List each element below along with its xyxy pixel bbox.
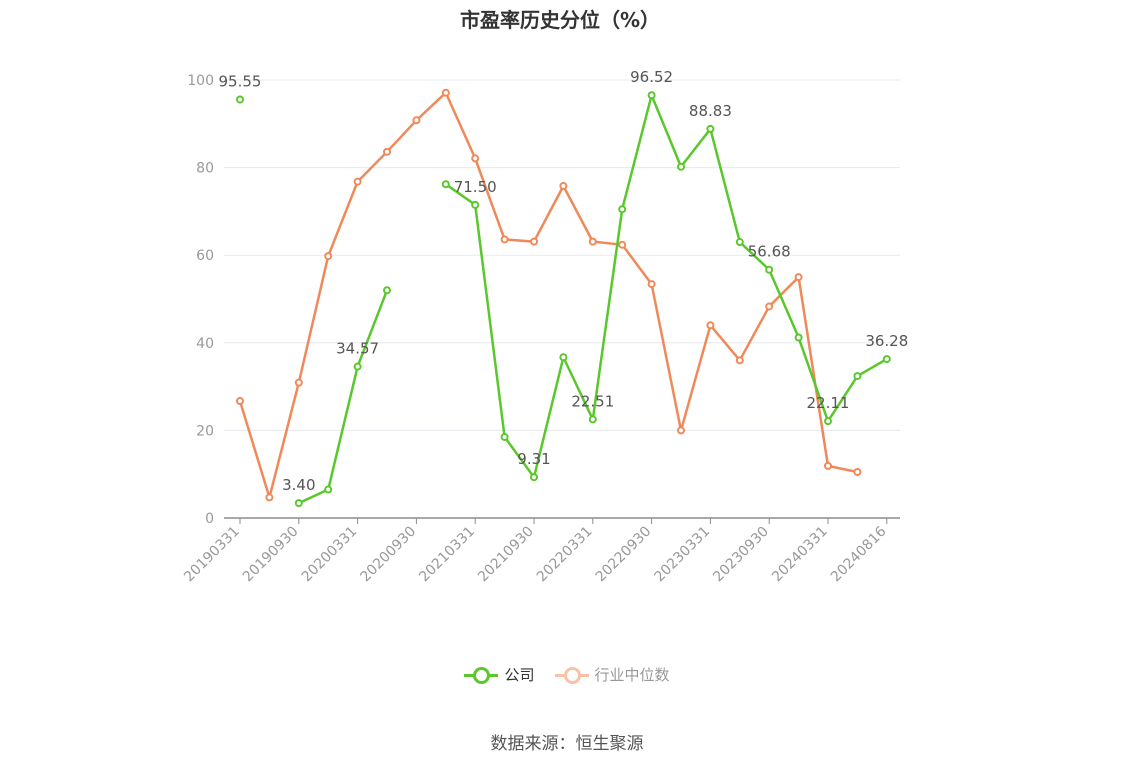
data-point-industry (706, 321, 715, 330)
data-point-company (530, 473, 538, 482)
data-label-company: 9.31 (517, 450, 550, 468)
x-tick-label: 20190930 (240, 524, 302, 586)
x-tick-label: 20230930 (710, 524, 772, 586)
data-point-company (618, 205, 627, 214)
x-tick-label: 20240816 (828, 523, 890, 585)
data-label-company: 22.51 (571, 392, 614, 410)
data-point-industry (412, 116, 421, 125)
y-tick-label: 40 (196, 336, 214, 352)
data-point-industry (794, 273, 803, 282)
data-point-company (588, 415, 597, 424)
legend-item-industry[interactable]: 行业中位数 (554, 664, 670, 685)
y-tick-label: 60 (196, 248, 214, 264)
y-tick-label: 80 (196, 161, 214, 177)
x-tick-label: 20190331 (181, 524, 243, 586)
data-point-company (853, 372, 862, 381)
legend-swatch-company (464, 666, 499, 684)
x-tick-label: 20240331 (769, 524, 831, 586)
data-point-company (471, 200, 480, 209)
data-label-company: 88.83 (689, 102, 732, 120)
data-point-company (441, 180, 450, 189)
data-point-industry (236, 397, 244, 406)
x-tick-label: 20220930 (593, 524, 655, 586)
data-label-company: 95.55 (219, 72, 262, 90)
series-line-company (445, 93, 888, 479)
x-tick-label: 20200930 (358, 524, 420, 586)
data-point-company (500, 432, 509, 441)
data-point-industry (471, 154, 480, 163)
legend: 公司 行业中位数 (0, 664, 1134, 685)
data-point-industry (559, 181, 568, 190)
data-point-industry (324, 252, 333, 261)
data-point-industry (677, 426, 685, 435)
data-point-industry (265, 493, 274, 502)
data-label-company: 22.11 (807, 394, 850, 412)
legend-swatch-industry (554, 666, 589, 684)
data-point-industry (618, 240, 627, 249)
data-point-industry (441, 88, 450, 97)
series-line-company (298, 289, 389, 505)
data-point-company (647, 91, 656, 100)
data-label-company: 56.68 (748, 243, 791, 261)
data-point-industry (588, 237, 597, 246)
data-point-company (294, 499, 303, 508)
data-point-company (706, 124, 715, 133)
x-tick-label: 20200331 (299, 524, 361, 586)
data-point-company (765, 265, 774, 274)
data-point-industry (500, 235, 509, 244)
data-point-company (824, 417, 832, 426)
x-tick-label: 20230331 (652, 524, 714, 586)
x-tick-label: 20210331 (416, 524, 478, 586)
y-tick-label: 100 (187, 73, 214, 89)
data-point-company (735, 238, 744, 247)
data-point-industry (530, 237, 538, 246)
data-point-industry (294, 378, 303, 387)
legend-item-company[interactable]: 公司 (464, 664, 535, 685)
data-point-company (236, 95, 244, 104)
data-point-company (882, 355, 891, 364)
data-point-company (559, 353, 568, 362)
data-label-company: 34.57 (336, 340, 379, 358)
source-note: 数据来源：恒生聚源 (490, 734, 644, 754)
data-point-industry (383, 147, 391, 156)
data-label-company: 71.50 (454, 178, 497, 196)
y-tick-label: 20 (196, 423, 214, 439)
data-point-industry (765, 302, 774, 311)
data-point-company (794, 333, 803, 342)
data-point-company (383, 286, 391, 295)
legend-label-company: 公司 (504, 666, 535, 684)
data-point-industry (824, 461, 832, 470)
data-point-industry (647, 280, 656, 289)
data-point-company (677, 162, 685, 171)
legend-label-industry: 行业中位数 (594, 666, 670, 684)
data-label-company: 96.52 (630, 68, 673, 86)
data-point-company (324, 485, 333, 494)
data-point-industry (853, 468, 862, 477)
chart-title: 市盈率历史分位（%） (459, 8, 661, 32)
series-line-industry (238, 91, 858, 499)
data-label-company: 3.40 (282, 476, 315, 494)
data-point-industry (735, 356, 744, 365)
x-tick-label: 20220331 (534, 524, 596, 586)
data-point-company (353, 362, 362, 371)
data-label-company: 36.28 (865, 332, 908, 350)
data-point-industry (353, 177, 362, 186)
y-tick-label: 0 (205, 511, 214, 527)
x-tick-label: 20210930 (475, 524, 537, 586)
